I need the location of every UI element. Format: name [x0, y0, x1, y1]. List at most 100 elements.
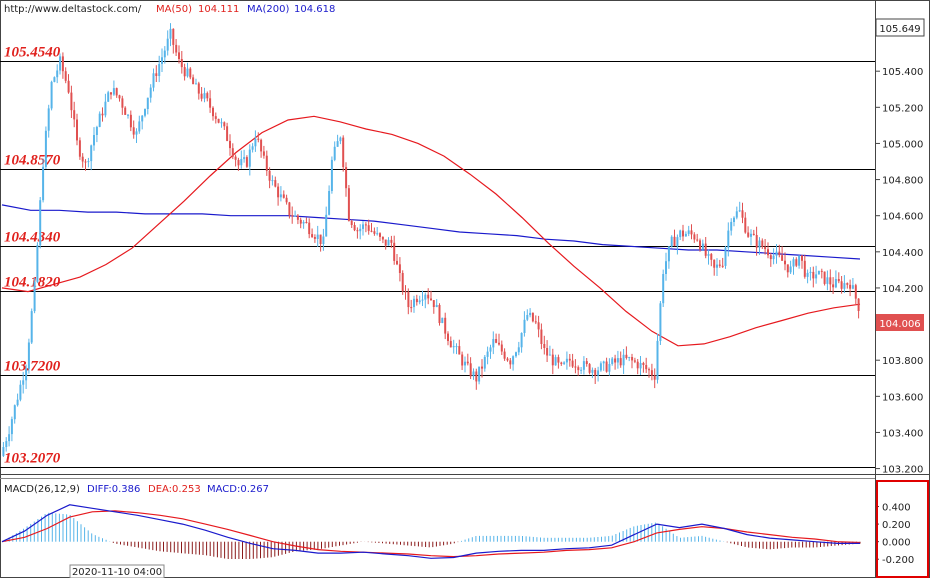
- candle-body: [526, 315, 529, 320]
- candle-body: [158, 64, 161, 76]
- price-tick-label: 105.000: [882, 139, 923, 150]
- candle-body: [381, 236, 384, 240]
- candle-body: [234, 156, 237, 160]
- candle-body: [155, 73, 158, 76]
- candle-body: [169, 28, 172, 39]
- candle-body: [93, 135, 95, 146]
- candle-body: [104, 101, 107, 116]
- candle-body: [288, 202, 291, 216]
- candle-body: [679, 230, 682, 238]
- candle-body: [231, 148, 234, 157]
- candle-body: [517, 347, 520, 353]
- candle-body: [676, 237, 679, 246]
- ma50-label: MA(50): [156, 4, 192, 15]
- candle-body: [667, 246, 670, 262]
- candle-body: [622, 354, 625, 366]
- candle-body: [84, 161, 87, 163]
- candle-body: [265, 155, 268, 171]
- candle-body: [282, 194, 285, 198]
- candle-body: [432, 300, 435, 307]
- candle-body: [809, 271, 812, 273]
- candle-body: [854, 285, 857, 299]
- candle-body: [789, 266, 792, 273]
- price-tick-label: 105.200: [882, 103, 923, 114]
- time-label: 2020-11-10 04:00: [72, 567, 162, 578]
- candle-body: [523, 319, 526, 333]
- macd-dea-line: [1, 510, 861, 558]
- candle-body: [240, 159, 243, 166]
- candle-body: [662, 274, 665, 304]
- macd-diff-label: DIFF:0.386: [87, 484, 140, 495]
- candle-body: [81, 156, 84, 162]
- price-tick-label: 104.200: [882, 284, 923, 295]
- candle-body: [464, 361, 466, 366]
- candle-body: [364, 224, 367, 226]
- source-url[interactable]: http://www.deltastock.com/: [4, 4, 142, 15]
- candle-body: [197, 83, 200, 94]
- candle-body: [633, 360, 636, 362]
- candle-body: [735, 211, 738, 218]
- candle-body: [481, 366, 483, 369]
- candle-body: [650, 370, 653, 376]
- candle-body: [554, 357, 557, 366]
- candle-body: [325, 214, 328, 237]
- candle-body: [33, 281, 36, 312]
- candle-body: [8, 434, 11, 442]
- candle-body: [421, 299, 424, 301]
- candle-body: [540, 329, 543, 344]
- candle-body: [769, 255, 772, 260]
- candle-body: [53, 77, 56, 82]
- candle-body: [16, 399, 19, 406]
- candle-body: [568, 358, 571, 361]
- candle-body: [755, 235, 758, 248]
- macd-dea-label: DEA:0.253: [148, 484, 201, 495]
- candle-body: [47, 108, 50, 131]
- candle-body: [761, 240, 764, 247]
- candle-body: [101, 113, 104, 116]
- candle-body: [750, 233, 752, 237]
- candle-body: [806, 272, 809, 277]
- candle-body: [95, 127, 98, 135]
- candle-body: [744, 217, 747, 233]
- candle-body: [738, 210, 741, 212]
- candle-body: [531, 312, 534, 322]
- candle-body: [727, 230, 730, 248]
- candle-body: [2, 447, 5, 456]
- candle-body: [237, 159, 240, 166]
- candle-body: [146, 97, 149, 109]
- candle-body: [687, 230, 690, 234]
- level-label: 104.8570: [4, 153, 61, 169]
- macd-tick-label: -0.200: [882, 555, 914, 566]
- candle-body: [353, 225, 356, 231]
- candle-body: [424, 294, 427, 300]
- candle-body: [430, 298, 432, 301]
- candle-body: [141, 115, 144, 122]
- candle-body: [648, 369, 650, 371]
- candle-body: [548, 354, 551, 356]
- candle-body: [44, 130, 47, 167]
- price-axis: 105.400 105.200 105.000 104.800 104.600 104.4…: [875, 67, 923, 476]
- candle-body: [597, 370, 600, 376]
- candle-body: [64, 71, 67, 81]
- candle-body: [339, 137, 342, 142]
- candle-body: [435, 305, 438, 308]
- candle-body: [285, 197, 288, 203]
- candle-body: [591, 369, 594, 373]
- price-tick-label: 104.400: [882, 248, 923, 259]
- candle-body: [203, 93, 206, 99]
- candle-body: [515, 352, 517, 357]
- candle-body: [76, 119, 78, 141]
- candle-body: [599, 363, 602, 371]
- candle-body: [625, 354, 628, 358]
- candle-body: [574, 366, 577, 368]
- candle-body: [347, 188, 350, 221]
- candle-body: [107, 92, 110, 102]
- candle-body: [699, 240, 701, 250]
- candle-body: [582, 361, 585, 370]
- candle-body: [229, 140, 231, 149]
- candle-body: [149, 87, 152, 98]
- candle-body: [452, 346, 455, 348]
- candle-body: [393, 242, 396, 261]
- candle-body: [144, 109, 146, 116]
